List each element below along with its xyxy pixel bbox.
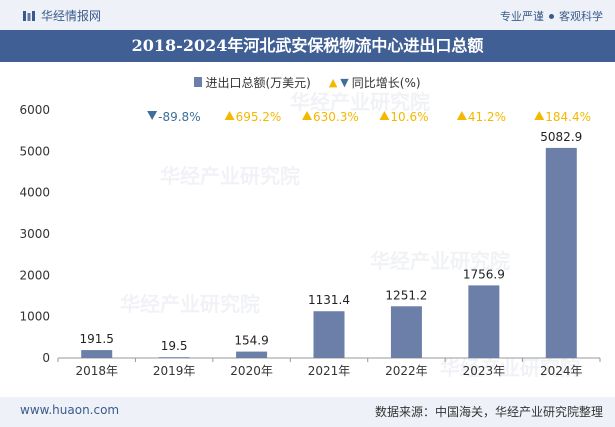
bar bbox=[313, 311, 345, 358]
bar-value-label: 19.5 bbox=[161, 339, 188, 353]
growth-up-triangle-icon bbox=[534, 111, 545, 120]
bar bbox=[158, 357, 190, 358]
brand: 华经情报网 bbox=[22, 7, 101, 24]
growth-label: 41.2% bbox=[468, 110, 506, 124]
growth-up-triangle-icon bbox=[379, 111, 390, 120]
bar-chart: 0 1000 2000 3000 4000 5000 6000 191.5 2018年 19.5 2… bbox=[19, 103, 601, 378]
header-bar: 华经情报网 专业严谨 客观科学 bbox=[0, 0, 615, 30]
watermark: 华经产业研究院 bbox=[370, 249, 510, 273]
x-tick-label: 2022年 bbox=[385, 364, 428, 378]
legend-bar-swatch-icon bbox=[194, 77, 203, 87]
bar bbox=[390, 306, 422, 358]
y-tick-label: 2000 bbox=[19, 268, 50, 282]
legend-item-total: 进出口总额(万美元) bbox=[194, 74, 311, 91]
growth-label: 630.3% bbox=[313, 110, 359, 124]
y-tick-label: 1000 bbox=[19, 310, 50, 324]
watermark: 华经产业研究院 bbox=[120, 292, 260, 316]
legend-item-growth: ▲ ▼ 同比增长(%) bbox=[329, 74, 421, 91]
x-tick-label: 2020年 bbox=[230, 364, 273, 378]
bar bbox=[545, 147, 577, 358]
dot-icon bbox=[549, 13, 554, 19]
x-tick-label: 2021年 bbox=[308, 364, 351, 378]
watermark: 华经产业研究院 bbox=[160, 164, 300, 188]
bar-value-label: 1756.9 bbox=[463, 267, 505, 281]
footer-source: 数据来源：中国海关，华经产业研究院整理 bbox=[374, 405, 603, 419]
bar bbox=[468, 285, 500, 358]
bar-value-label: 191.5 bbox=[80, 332, 114, 346]
bar bbox=[236, 351, 268, 358]
legend-label-growth: 同比增长(%) bbox=[351, 75, 421, 90]
y-tick-label: 5000 bbox=[19, 144, 50, 158]
growth-label: 10.6% bbox=[390, 110, 428, 124]
bar bbox=[81, 350, 113, 358]
growth-up-triangle-icon bbox=[456, 111, 467, 120]
chart-legend: 进出口总额(万美元) ▲ ▼ 同比增长(%) bbox=[0, 72, 615, 92]
bar-value-label: 1251.2 bbox=[385, 288, 427, 302]
x-tick-label: 2018年 bbox=[75, 364, 118, 378]
growth-label: -89.8% bbox=[158, 110, 200, 124]
slogan-left: 专业严谨 bbox=[500, 10, 544, 23]
brand-logo-icon bbox=[23, 10, 35, 21]
growth-up-triangle-icon bbox=[302, 111, 312, 120]
bar-value-label: 5082.9 bbox=[540, 130, 582, 144]
brand-name: 华经情报网 bbox=[41, 9, 102, 23]
watermark: 华经产业研究院 bbox=[290, 90, 430, 114]
bar-value-label: 154.9 bbox=[234, 334, 268, 348]
x-tick-label: 2024年 bbox=[540, 364, 583, 378]
footer-site: www.huaon.com bbox=[20, 403, 120, 417]
growth-up-triangle-icon bbox=[224, 111, 235, 120]
growth-label: 184.4% bbox=[545, 110, 591, 124]
growth-label: 695.2% bbox=[236, 110, 282, 124]
bar-value-label: 1131.4 bbox=[308, 293, 350, 307]
triangle-up-icon: ▲ bbox=[328, 75, 338, 89]
y-tick-label: 3000 bbox=[19, 227, 50, 241]
growth-down-triangle-icon bbox=[147, 111, 158, 120]
x-tick-label: 2019年 bbox=[153, 364, 196, 378]
watermark: 华经产业研究院 bbox=[440, 356, 580, 380]
y-tick-label: 0 bbox=[42, 351, 50, 365]
y-tick-label: 4000 bbox=[19, 186, 50, 200]
triangle-down-icon: ▼ bbox=[340, 75, 349, 89]
slogan-right: 客观科学 bbox=[559, 10, 603, 23]
x-tick-label: 2023年 bbox=[463, 364, 506, 378]
slogan: 专业严谨 客观科学 bbox=[500, 8, 603, 24]
chart-title: 2018-2024年河北武安保税物流中心进出口总额 bbox=[0, 30, 615, 62]
legend-label-total: 进出口总额(万美元) bbox=[205, 75, 311, 90]
y-tick-label: 6000 bbox=[19, 103, 50, 117]
footer-bar: www.huaon.com 数据来源：中国海关，华经产业研究院整理 bbox=[0, 397, 615, 427]
